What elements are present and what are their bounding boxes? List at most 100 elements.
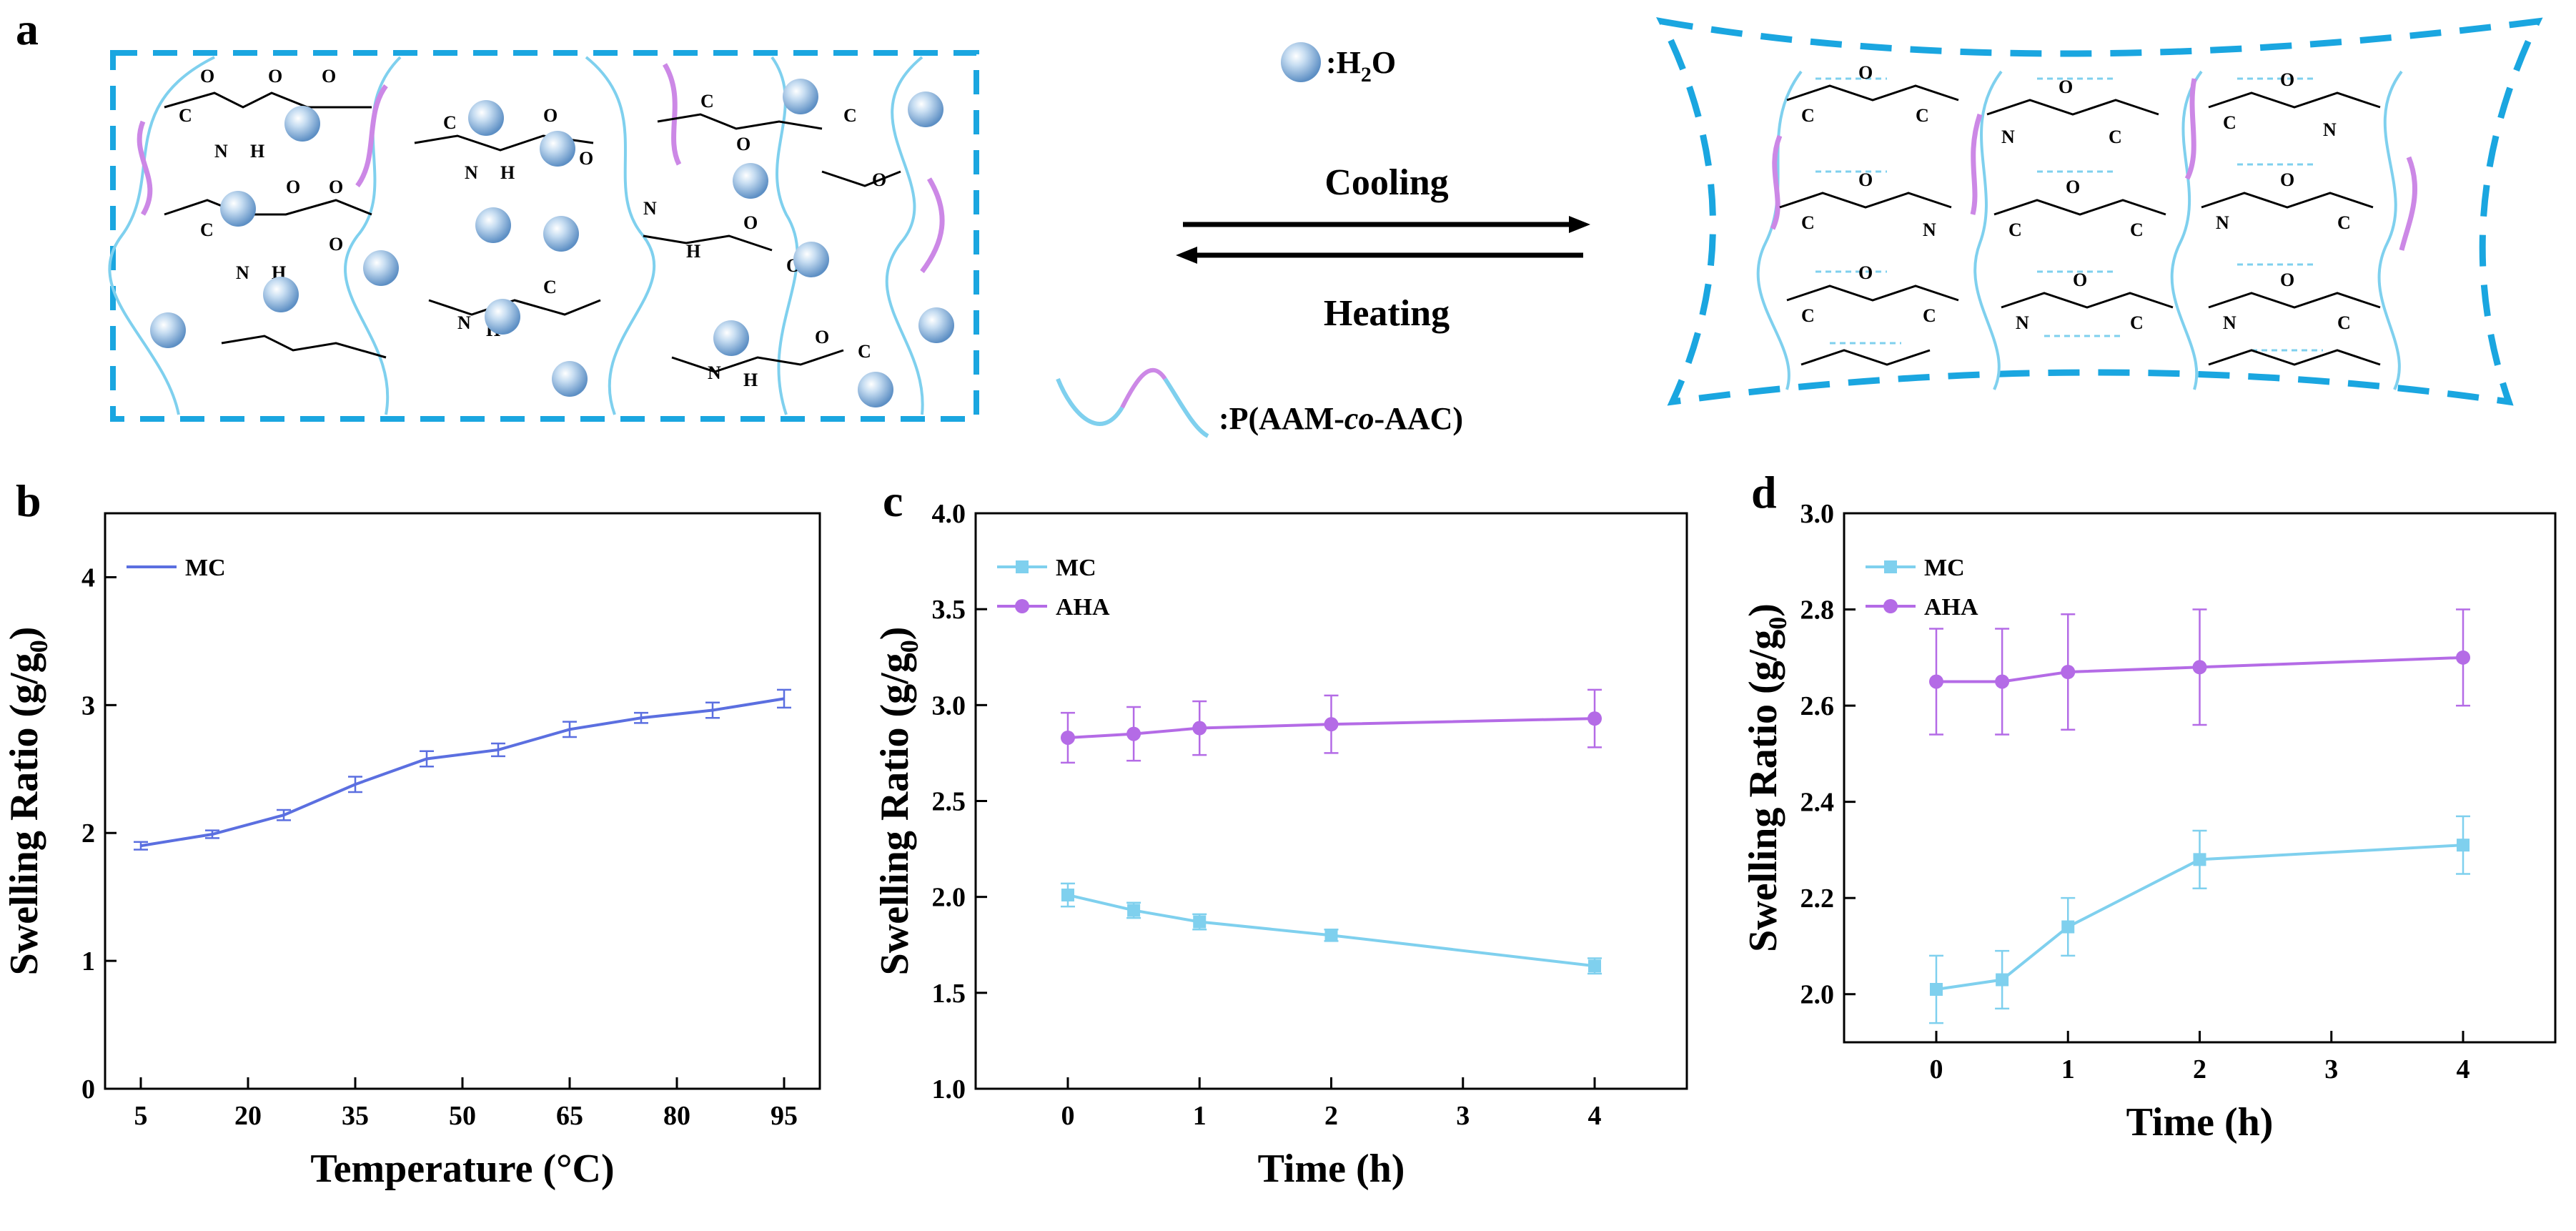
svg-text:H: H bbox=[686, 241, 700, 262]
svg-text:N: N bbox=[2223, 312, 2236, 333]
x-axis-title: Time (h) bbox=[2126, 1100, 2274, 1145]
data-point-mc bbox=[1996, 973, 2009, 987]
y-tick-label: 3 bbox=[81, 691, 95, 721]
svg-text:N: N bbox=[2216, 212, 2229, 233]
svg-text:O: O bbox=[268, 66, 282, 86]
svg-text:N: N bbox=[465, 162, 478, 183]
x-tick-label: 5 bbox=[134, 1101, 148, 1131]
x-tick-label: 50 bbox=[449, 1101, 476, 1131]
svg-text:C: C bbox=[2109, 127, 2122, 147]
y-tick-label: 2 bbox=[81, 819, 95, 849]
svg-text:C: C bbox=[1916, 105, 1929, 126]
x-tick-label: 0 bbox=[1929, 1054, 1943, 1084]
x-tick-label: 2 bbox=[2193, 1054, 2206, 1084]
heating-label: Heating bbox=[1324, 293, 1450, 334]
svg-text:O: O bbox=[329, 177, 343, 197]
legend-label-mc: MC bbox=[1924, 555, 1965, 581]
legend-label-mc: MC bbox=[185, 555, 226, 581]
svg-text:C: C bbox=[543, 277, 557, 297]
x-tick-label: 4 bbox=[1588, 1101, 1602, 1131]
cooling-arrow-head bbox=[1569, 216, 1590, 233]
plot-frame bbox=[1843, 512, 2557, 1044]
legend-label-mc: MC bbox=[1056, 555, 1096, 581]
water-legend-icon bbox=[1281, 42, 1321, 82]
svg-text:O: O bbox=[2280, 270, 2294, 290]
y-tick-label: 4 bbox=[81, 563, 95, 593]
svg-text:O: O bbox=[2059, 76, 2073, 97]
x-tick-label: 35 bbox=[342, 1101, 369, 1131]
svg-text:O: O bbox=[872, 169, 886, 190]
svg-text:N: N bbox=[708, 362, 721, 383]
data-point-aha bbox=[2456, 650, 2471, 665]
svg-text:O: O bbox=[579, 148, 593, 169]
data-point-aha bbox=[1192, 721, 1207, 736]
heating-arrow-head bbox=[1176, 247, 1197, 264]
data-point-aha bbox=[2061, 665, 2076, 679]
y-tick-label: 2.4 bbox=[1800, 788, 1835, 818]
shrunk-network-bonds bbox=[1779, 84, 2381, 366]
y-axis-title: Swelling Ratio (g/g0) bbox=[873, 627, 923, 976]
y-tick-label: 1 bbox=[81, 946, 95, 977]
svg-text:O: O bbox=[1858, 262, 1873, 283]
x-tick-label: 65 bbox=[556, 1101, 583, 1131]
data-point-mc bbox=[1929, 983, 1943, 996]
svg-text:O: O bbox=[815, 327, 829, 347]
data-point-mc bbox=[1127, 904, 1141, 917]
legend-label-aha: AHA bbox=[1924, 594, 1978, 621]
x-tick-label: 1 bbox=[2061, 1054, 2075, 1084]
data-point-mc bbox=[2193, 853, 2206, 866]
data-point-aha bbox=[1995, 674, 2010, 689]
svg-text:C: C bbox=[858, 341, 871, 362]
data-point-aha bbox=[1060, 730, 1075, 745]
data-point-aha bbox=[2192, 660, 2207, 675]
svg-text:O: O bbox=[2280, 69, 2294, 90]
series-line-mc bbox=[140, 697, 785, 848]
polymer-legend-label: :P(AAM-co-AAC) bbox=[1219, 401, 1463, 436]
svg-text:O: O bbox=[743, 212, 758, 233]
y-tick-label: 4.0 bbox=[932, 499, 966, 529]
svg-text:O: O bbox=[1858, 169, 1873, 190]
panel-d: d 2.0 2.2 2.4 2.6 2.8 3.0 0 1 2 3 4 Time (h) Swellin… bbox=[1741, 467, 2557, 1145]
svg-text:O: O bbox=[329, 234, 343, 254]
x-axis-title: Temperature (°C) bbox=[310, 1147, 614, 1191]
chart-c: 1.0 1.5 2.0 2.5 3.0 3.5 4.0 0 1 2 3 4 Time (h) Swelli… bbox=[873, 499, 1688, 1191]
data-point-mc bbox=[1061, 888, 1074, 901]
legend-marker bbox=[1883, 599, 1898, 613]
y-tick-label: 2.6 bbox=[1800, 691, 1835, 721]
svg-text:C: C bbox=[1923, 305, 1936, 326]
svg-text:O: O bbox=[200, 66, 214, 86]
y-tick-label: 0 bbox=[81, 1074, 95, 1104]
svg-text:C: C bbox=[2223, 112, 2236, 133]
legend-marker bbox=[1016, 560, 1029, 573]
data-point-mc bbox=[2061, 920, 2075, 934]
panel-c-letter: c bbox=[883, 475, 903, 526]
svg-text:O: O bbox=[736, 134, 750, 154]
svg-text:H: H bbox=[743, 370, 758, 390]
svg-text:C: C bbox=[200, 219, 214, 240]
svg-text:N: N bbox=[643, 198, 657, 219]
swollen-network-bonds bbox=[164, 92, 901, 373]
svg-text:N: N bbox=[236, 262, 249, 283]
svg-text:O: O bbox=[286, 177, 300, 197]
panel-c: c 1.0 1.5 2.0 2.5 3.0 3.5 4.0 0 1 2 3 4 Time (h) Swel… bbox=[873, 475, 1688, 1191]
data-point-mc bbox=[1193, 915, 1207, 929]
x-tick-label: 20 bbox=[234, 1101, 262, 1131]
y-axis-title: Swelling Ratio (g/g0) bbox=[2, 627, 53, 976]
svg-text:O: O bbox=[1858, 62, 1873, 83]
svg-text:O: O bbox=[2066, 177, 2080, 197]
x-axis-title: Time (h) bbox=[1258, 1147, 1405, 1191]
svg-text:H: H bbox=[250, 141, 264, 162]
water-legend-label: :H2O bbox=[1326, 45, 1396, 86]
y-tick-label: 3.0 bbox=[932, 691, 966, 721]
data-point-aha bbox=[1587, 711, 1602, 726]
data-point-aha bbox=[1126, 726, 1141, 741]
y-tick-label: 2.0 bbox=[1800, 980, 1835, 1010]
data-point-mc bbox=[2457, 839, 2470, 852]
cooling-label: Cooling bbox=[1324, 162, 1448, 203]
legend-marker bbox=[1884, 560, 1897, 573]
shrunk-network-box bbox=[1655, 17, 2543, 406]
svg-text:C: C bbox=[2337, 312, 2351, 333]
x-tick-label: 3 bbox=[2324, 1054, 2338, 1084]
